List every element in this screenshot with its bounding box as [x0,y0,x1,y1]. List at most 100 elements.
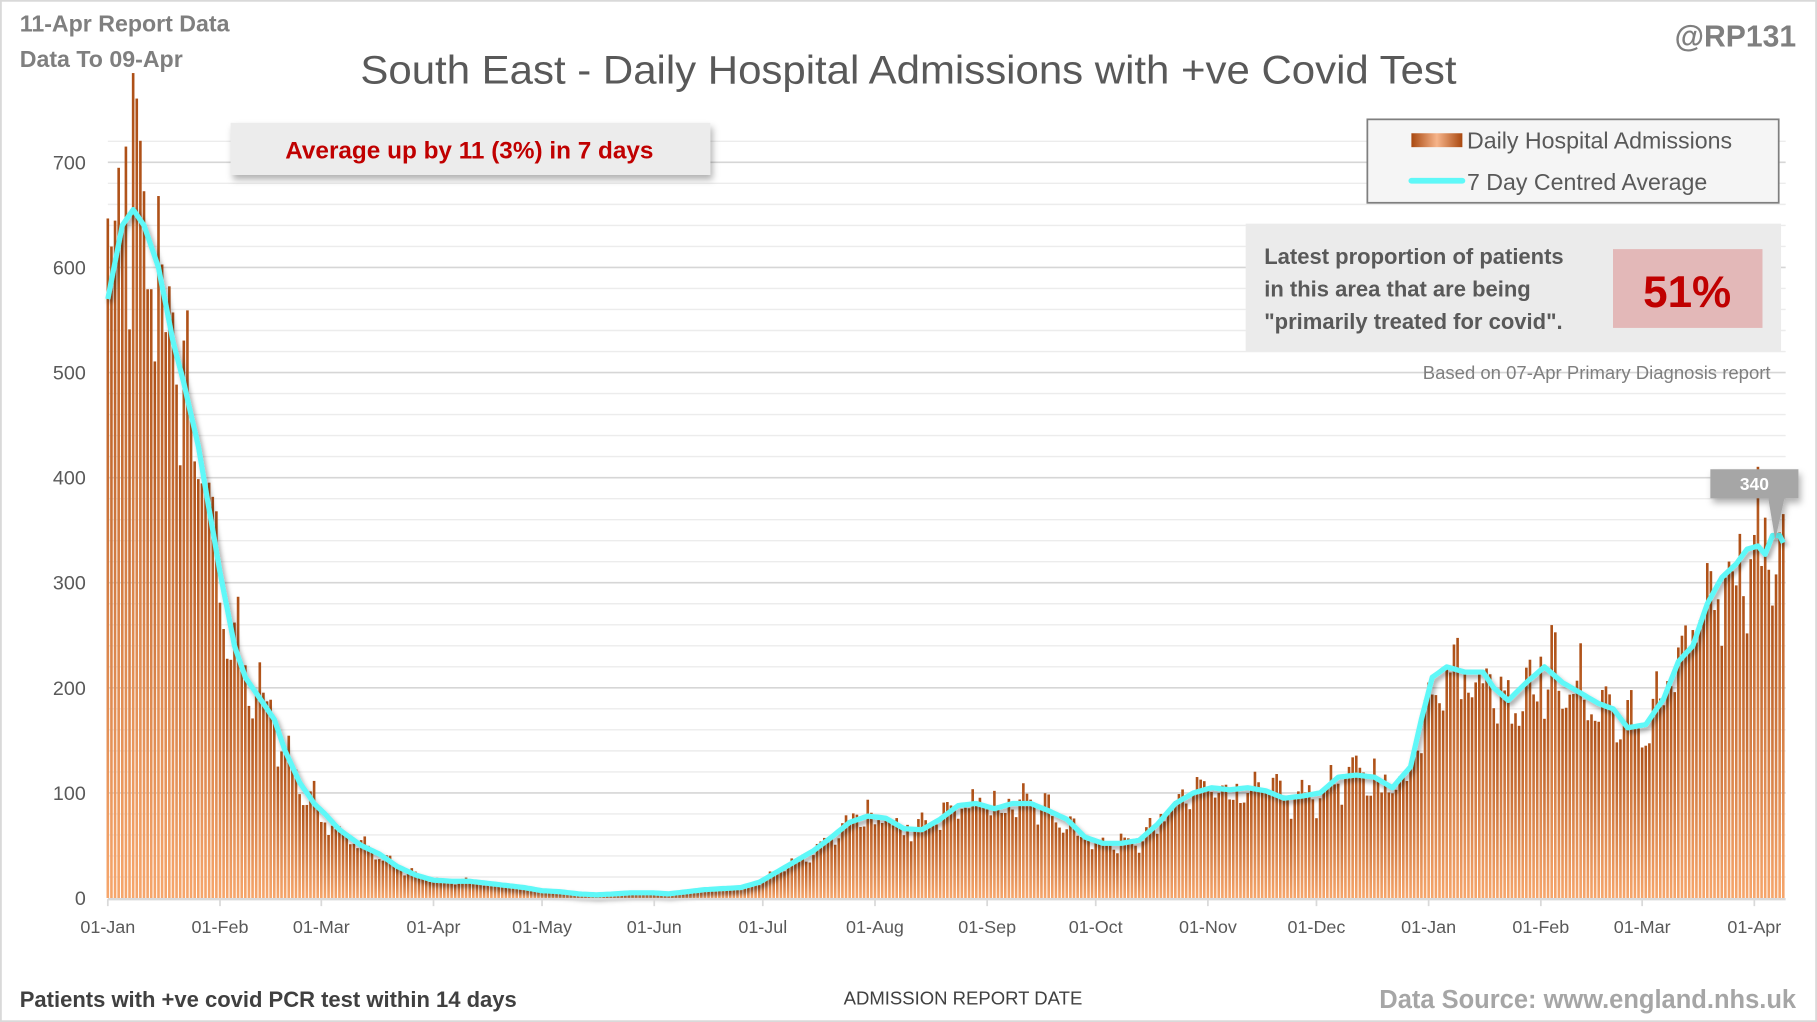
bar [1510,723,1514,899]
bar [1340,804,1344,899]
bar [486,883,490,899]
bar [1535,701,1539,899]
bar [1582,699,1586,899]
bar [428,882,432,899]
bar [1409,764,1412,899]
bar [533,889,537,899]
bar [1387,792,1391,899]
bar [229,659,233,899]
bar [989,815,993,899]
bar [866,799,870,899]
bar [1242,802,1246,899]
bar [446,879,450,899]
bar [1130,840,1134,899]
bar [1644,745,1648,899]
bar [374,859,377,899]
bar [1297,791,1300,899]
bar [392,864,395,899]
bar [1604,686,1608,899]
bar [508,886,511,899]
bar [403,875,406,899]
bar [1094,843,1098,899]
x-tick-label: 01-Mar [293,917,350,937]
bar [1354,755,1358,899]
bar [1315,818,1318,899]
bar [124,146,128,899]
bar [1572,694,1575,899]
bar [1344,775,1347,899]
bar [320,821,323,899]
bar [120,222,124,899]
bar [1217,792,1221,899]
bar [1557,690,1561,899]
bar [851,813,855,899]
bar [1141,841,1145,899]
bar [316,805,320,899]
bar [1054,822,1058,899]
bar [891,825,895,899]
bar [1745,633,1749,899]
bar [1767,569,1771,899]
bar [1481,683,1485,899]
bar [815,843,819,899]
bar [175,384,178,899]
bar [1608,694,1611,899]
bar [1514,713,1517,899]
bar [207,482,211,899]
bar [233,622,236,899]
bar [732,888,736,899]
bar [1760,566,1763,899]
x-tick-label: 01-Mar [1614,917,1671,937]
bar [1329,765,1333,899]
bar [1615,742,1619,899]
bar [797,861,801,899]
legend-line-label: 7 Day Centred Average [1467,169,1707,195]
bar [1629,690,1633,899]
bar [1221,785,1224,899]
x-axis-title: ADMISSION REPORT DATE [844,988,1083,1009]
bar [1112,849,1116,899]
bar [1521,711,1525,899]
bar [913,828,917,899]
bar [142,191,146,899]
bar [345,836,348,899]
bar [1619,739,1622,899]
bar [225,658,229,899]
bar [1550,625,1553,899]
bar [1492,708,1496,899]
bar [139,140,142,899]
data-source: Data Source: www.england.nhs.uk [1379,986,1797,1014]
bar [1307,785,1311,899]
bar [1376,781,1380,899]
bar [927,826,931,899]
bar [1445,669,1449,899]
bar [435,877,439,899]
bar [399,866,403,899]
bar [1394,789,1398,899]
bar [1336,783,1340,899]
x-tick-label: 01-Jul [738,917,787,937]
bar [1463,669,1467,899]
bar [511,885,515,899]
bar [1264,793,1268,899]
bar [1626,700,1629,899]
bar [519,888,522,899]
bar [1601,689,1604,899]
bar [500,884,504,899]
y-tick-label: 700 [53,152,86,174]
bar [1525,667,1528,899]
bar [272,717,276,899]
latest-value-label: 340 [1740,474,1769,494]
bar [993,790,996,899]
bar [678,892,681,899]
bar [338,826,341,899]
bar [1369,795,1373,899]
bar [327,834,330,899]
bar [1564,707,1568,899]
bar [1051,816,1054,899]
bar [417,878,421,899]
bar [1438,703,1441,899]
bar [287,735,291,899]
bar [996,805,1000,899]
bar [1640,747,1644,899]
